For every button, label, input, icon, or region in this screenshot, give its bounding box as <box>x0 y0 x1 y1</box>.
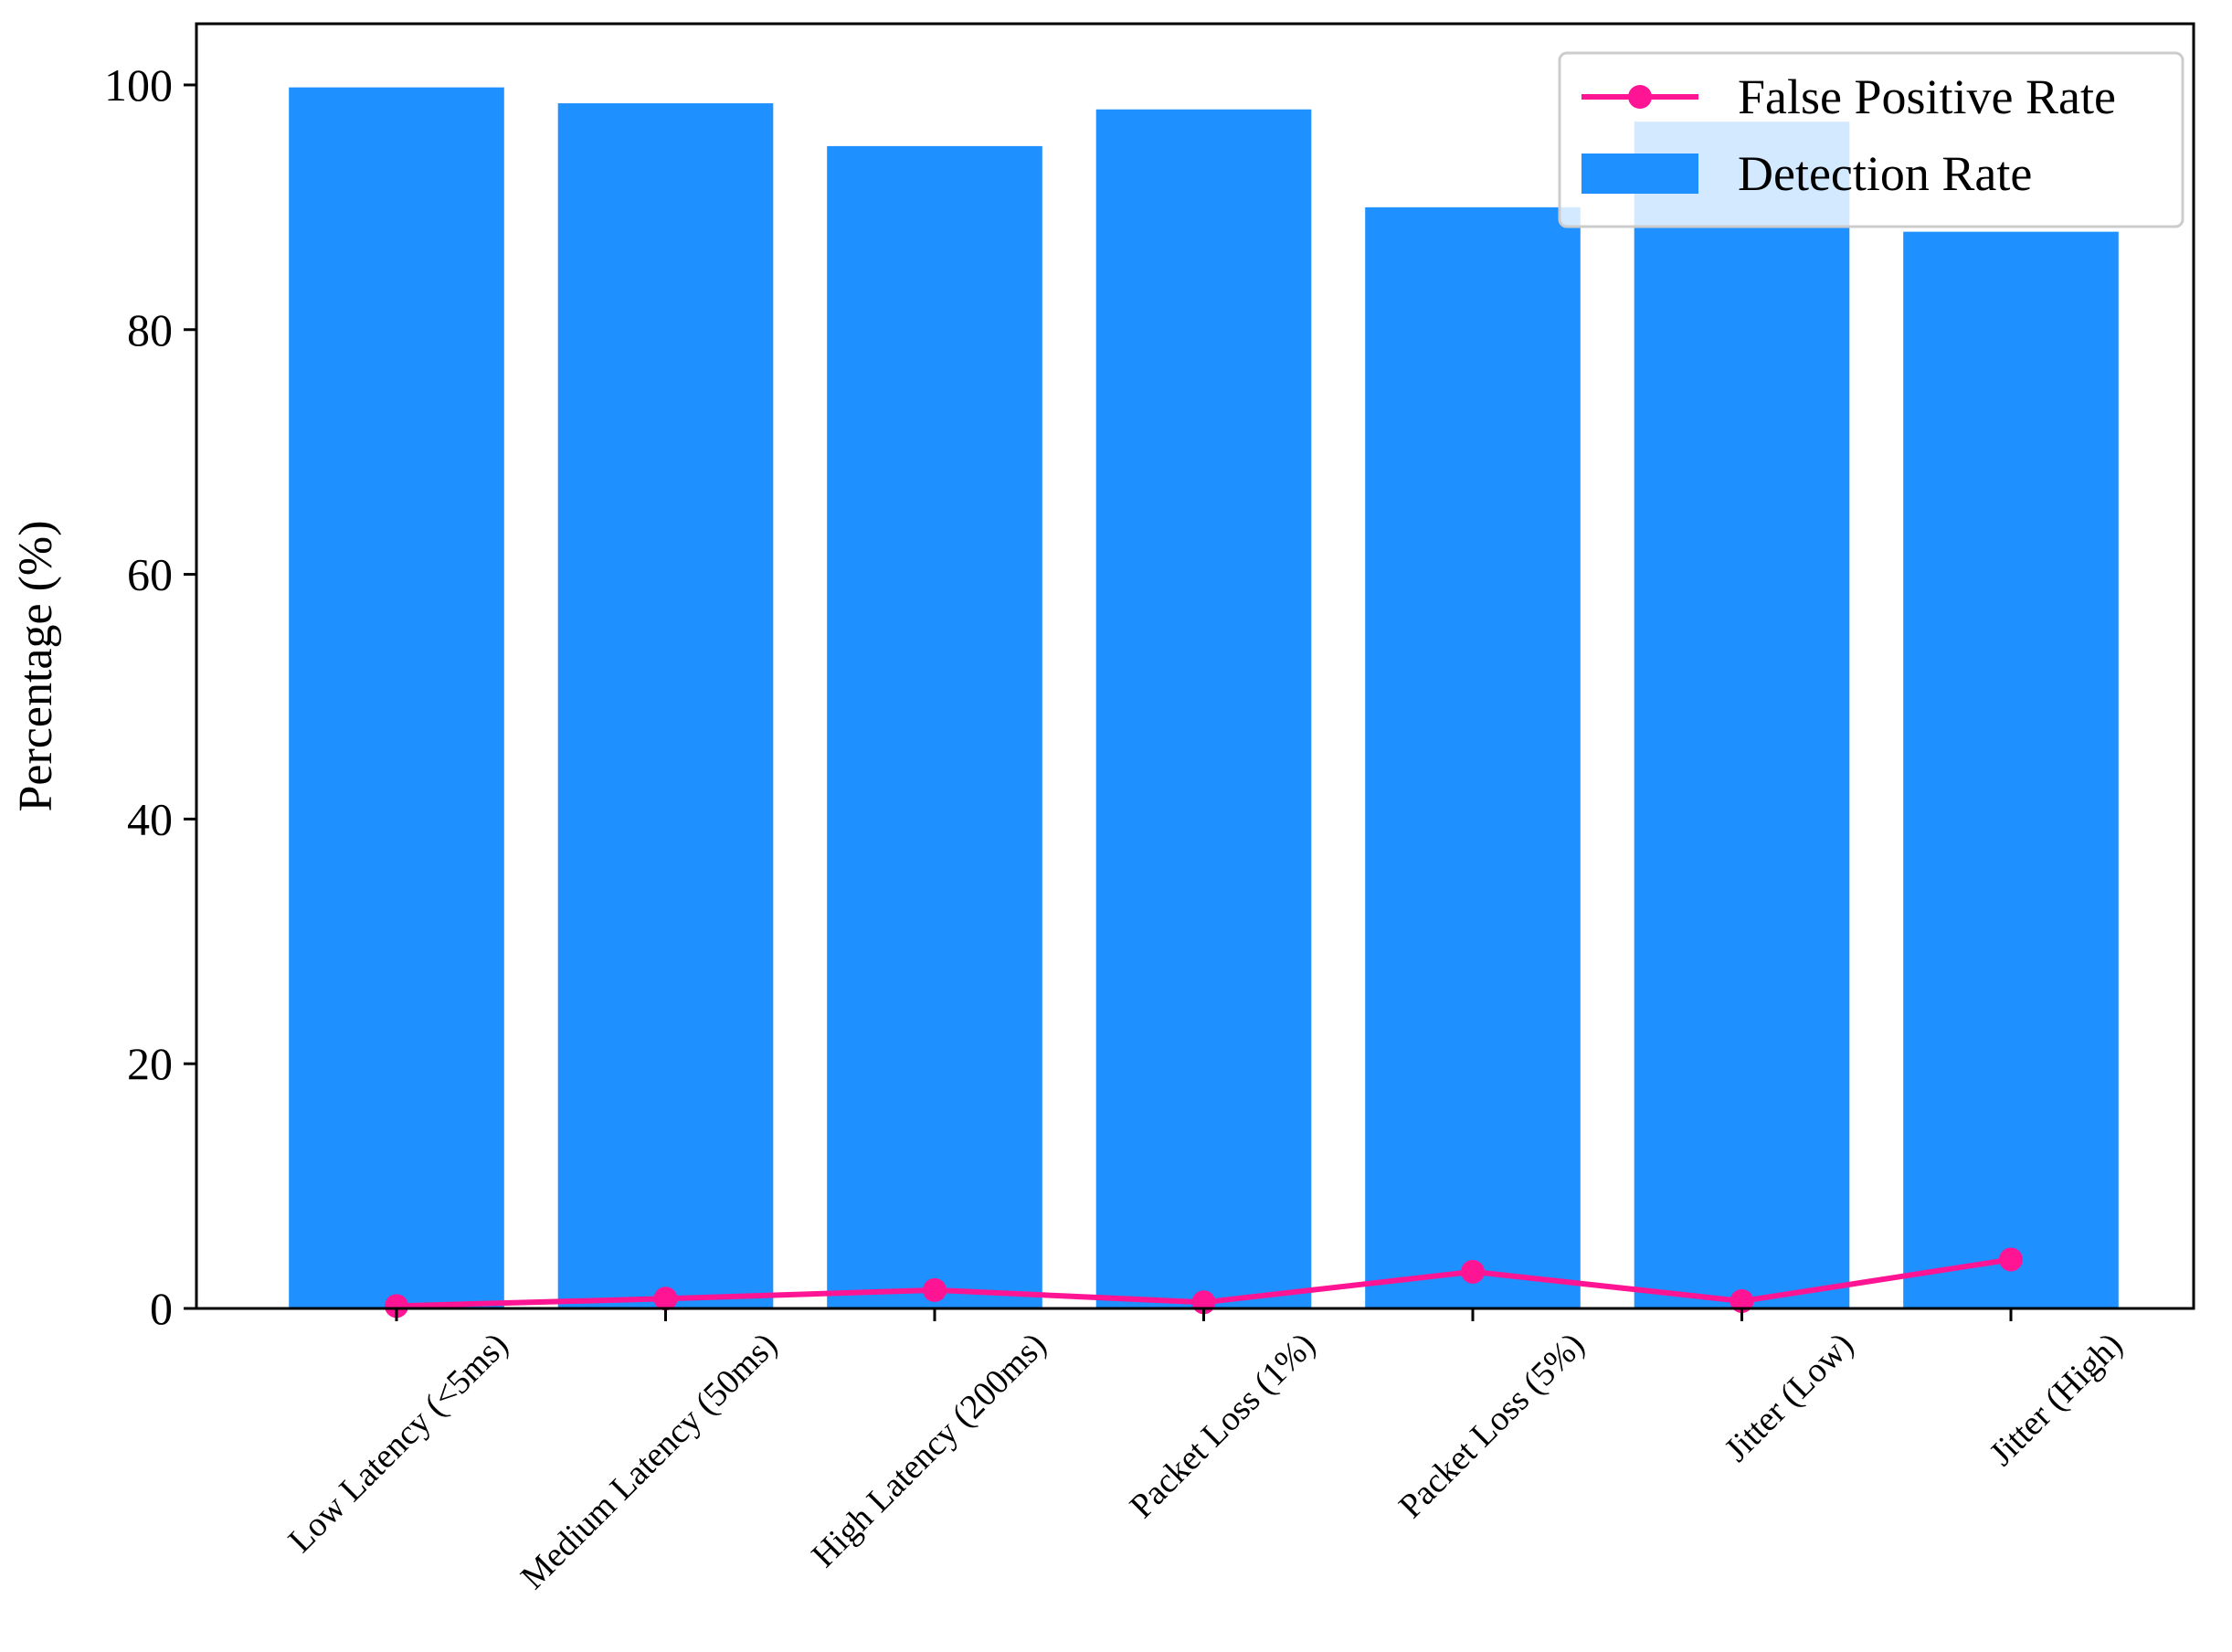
false-positive-rate-point <box>653 1287 678 1311</box>
y-axis: 0 20 40 60 80 100 <box>104 59 196 1334</box>
false-positive-rate-point <box>1730 1288 1754 1313</box>
detection-rate-bar <box>1095 109 1312 1309</box>
legend-bar-swatch <box>1581 154 1698 194</box>
detection-rate-bar <box>289 87 504 1308</box>
plot-area-frame <box>195 22 2195 1310</box>
detection-rate-bar <box>827 145 1042 1308</box>
y-tick-label: 20 <box>127 1038 173 1089</box>
y-tick-label: 100 <box>104 59 173 111</box>
detection-rate-bar <box>1634 122 1850 1309</box>
y-tick-label: 60 <box>127 549 173 600</box>
legend-marker-swatch <box>1628 85 1652 109</box>
legend-box <box>1558 51 2184 228</box>
detection-rate-bar <box>1903 231 2119 1309</box>
false-positive-rate-point <box>1461 1259 1485 1284</box>
legend-label: Detection Rate <box>1738 146 2032 201</box>
y-tick-label: 80 <box>127 304 173 355</box>
legend: False Positive Rate Detection Rate <box>1558 51 2184 228</box>
detection-rate-bar <box>1365 206 1581 1308</box>
bars-layer <box>289 87 2119 1309</box>
false-positive-rate-point <box>385 1294 408 1318</box>
y-tick-label: 0 <box>150 1283 173 1334</box>
detection-rate-bar <box>557 103 774 1309</box>
false-positive-rate-point <box>1999 1247 2023 1272</box>
y-tick-label: 40 <box>127 793 173 844</box>
legend-label: False Positive Rate <box>1738 69 2116 124</box>
y-axis-label: Percentage (%) <box>10 520 62 811</box>
false-positive-rate-point <box>923 1277 947 1302</box>
